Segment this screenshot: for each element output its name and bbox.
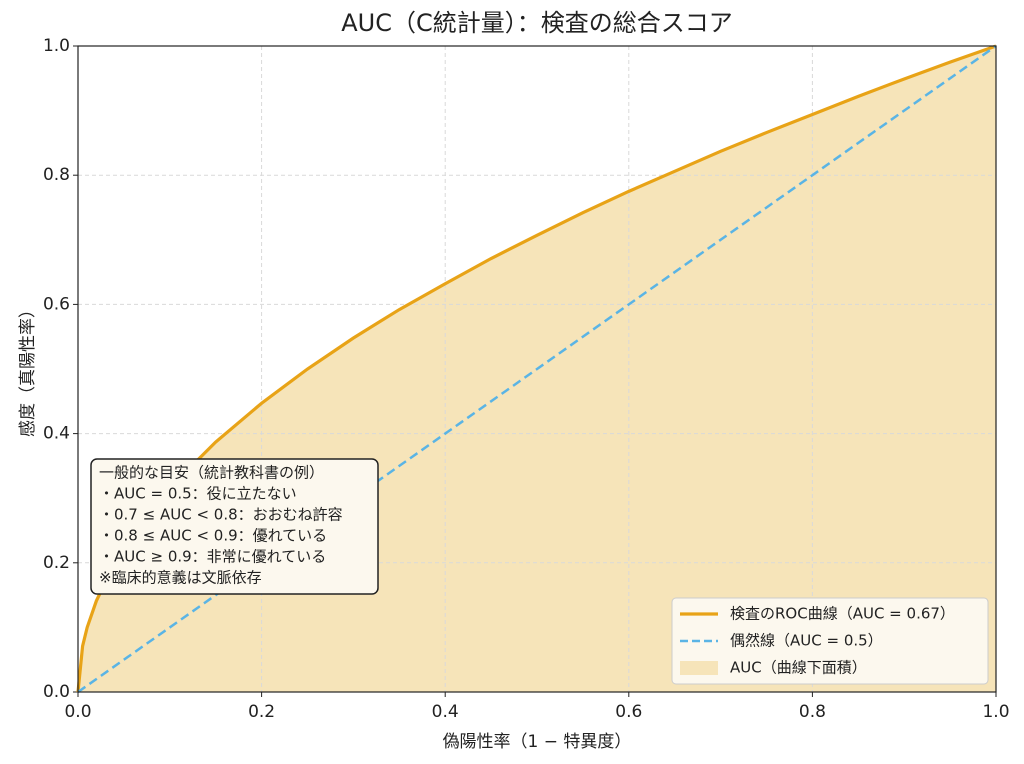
legend-label: 検査のROC曲線（AUC = 0.67）: [730, 605, 955, 623]
annotation-line: ・AUC = 0.5：役に立たない: [99, 485, 297, 503]
y-tick-label: 0.4: [43, 424, 70, 444]
annotation-line: ※臨床的意義は文脈依存: [99, 569, 262, 587]
y-tick-label: 0.2: [43, 553, 70, 573]
x-tick-label: 0.4: [432, 702, 459, 722]
y-tick-label: 0.8: [43, 165, 70, 185]
y-tick-label: 0.6: [43, 294, 70, 314]
y-tick-label: 1.0: [43, 36, 70, 56]
annotation-line: ・AUC ≥ 0.9：非常に優れている: [99, 548, 326, 566]
annotation-box: 一般的な目安（統計教科書の例） ・AUC = 0.5：役に立たない・0.7 ≤ A…: [90, 458, 379, 595]
legend-label: AUC（曲線下面積）: [730, 659, 867, 677]
x-tick-label: 0.2: [248, 702, 275, 722]
x-axis-label: 偽陽性率（1 − 特異度）: [443, 732, 632, 752]
legend-frame: [671, 597, 989, 685]
x-tick-label: 0.0: [64, 702, 91, 722]
annotation-line: 一般的な目安（統計教科書の例）: [99, 464, 324, 482]
annotation-line: ・0.8 ≤ AUC < 0.9：優れている: [99, 527, 327, 545]
x-tick-label: 0.8: [799, 702, 826, 722]
y-tick-label: 0.0: [43, 682, 70, 702]
chart-title: AUC（C統計量）：検査の総合スコア: [341, 9, 733, 37]
legend: 検査のROC曲線（AUC = 0.67） 偶然線（AUC = 0.5） AUC（曲線…: [671, 597, 989, 685]
x-tick-label: 0.6: [615, 702, 642, 722]
plot-frame: [77, 45, 997, 693]
legend-label: 偶然線（AUC = 0.5）: [730, 632, 883, 650]
annotation-frame: [90, 458, 379, 595]
legend-swatch: [680, 661, 718, 675]
annotation-line: ・0.7 ≤ AUC < 0.8：おおむね許容: [99, 506, 343, 524]
x-tick-label: 1.0: [982, 702, 1009, 722]
y-axis-label: 感度（真陽性率）: [18, 301, 38, 437]
